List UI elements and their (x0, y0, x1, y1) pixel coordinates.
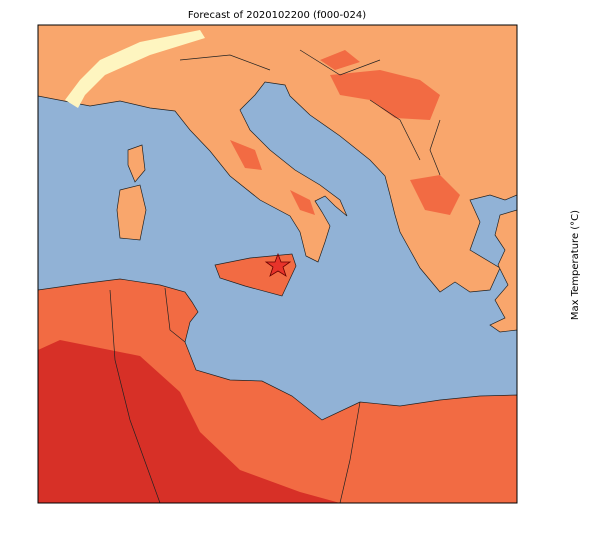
turkey-land (489, 209, 517, 333)
map-frame (37, 24, 518, 504)
alps-cool (65, 30, 205, 108)
country-borders (109, 49, 441, 503)
map-area (38, 25, 517, 503)
colorbar-label: Max Temperature (°C) (570, 210, 581, 320)
balkans-warm (230, 50, 460, 215)
sahara-hot (38, 340, 340, 503)
location-star (264, 252, 292, 277)
corsica (127, 144, 146, 183)
map-title: Forecast of 2020102200 (f000-024) (188, 10, 366, 21)
sardinia (116, 184, 147, 241)
